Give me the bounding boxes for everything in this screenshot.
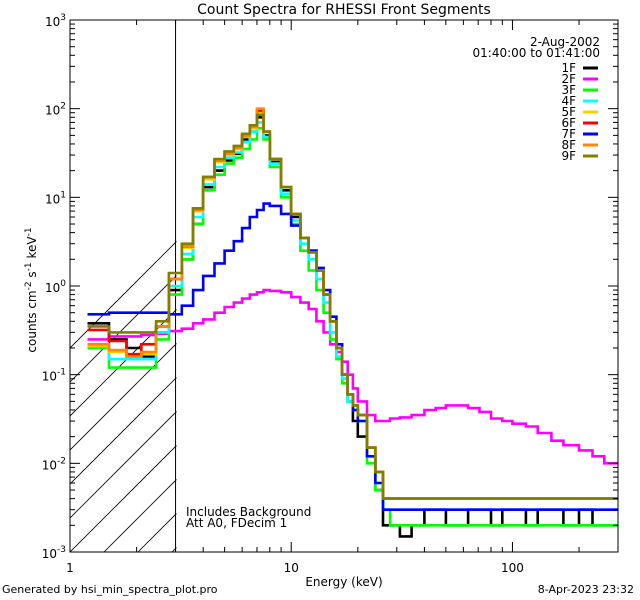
legend-label-5F: 5F bbox=[561, 105, 576, 119]
x-axis-label: Energy (keV) bbox=[305, 575, 382, 589]
series-6F bbox=[87, 109, 618, 500]
y-tick-label: 10-2 bbox=[42, 456, 66, 472]
series-5F bbox=[87, 111, 618, 500]
hatch-line bbox=[70, 274, 177, 383]
axis-ticks bbox=[69, 20, 619, 553]
hatch-line bbox=[70, 376, 177, 485]
y-tick-label: 100 bbox=[45, 279, 66, 295]
hatch-line bbox=[376, 20, 640, 552]
hatch-line bbox=[410, 20, 640, 552]
series-9F bbox=[87, 113, 618, 500]
legend-label-6F: 6F bbox=[561, 116, 576, 130]
footer-generated: Generated by hsi_min_spectra_plot.pro bbox=[2, 583, 218, 596]
hatch-line bbox=[103, 478, 177, 552]
excluded-region-hatch bbox=[70, 20, 640, 552]
y-tick-label: 101 bbox=[45, 190, 66, 206]
hatch-line bbox=[70, 240, 177, 349]
hatch-line bbox=[512, 20, 640, 552]
annotation-background: Includes Background bbox=[186, 505, 311, 519]
series-2F bbox=[87, 288, 618, 465]
x-tick-label: 100 bbox=[501, 561, 524, 575]
y-tick-label: 10-1 bbox=[42, 368, 66, 384]
legend-label-4F: 4F bbox=[561, 94, 576, 108]
annotation-attenuator: Att A0, FDecim 1 bbox=[186, 516, 287, 530]
time-range-label: 01:40:00 to 01:41:00 bbox=[473, 46, 600, 60]
footer-timestamp: 8-Apr-2023 23:32 bbox=[537, 583, 634, 596]
hatch-line bbox=[240, 20, 640, 552]
legend-label-9F: 9F bbox=[561, 149, 576, 163]
series-4F bbox=[87, 121, 618, 511]
x-tick-label: 10 bbox=[284, 561, 299, 575]
chart-title: Count Spectra for RHESSI Front Segments bbox=[197, 2, 491, 18]
legend-label-3F: 3F bbox=[561, 83, 576, 97]
hatch-line bbox=[70, 410, 177, 519]
y-tick-label: 10-3 bbox=[42, 545, 66, 561]
y-tick-labels: 10-3 10-2 10-1 100 101 102 103 bbox=[42, 13, 67, 561]
legend-label-7F: 7F bbox=[561, 127, 576, 141]
legend-label-1F: 1F bbox=[561, 61, 576, 75]
y-axis-label: counts cm-2 s-1 keV-1 bbox=[24, 227, 39, 352]
plot-frame bbox=[69, 19, 619, 553]
legend-label-8F: 8F bbox=[561, 138, 576, 152]
x-tick-labels: 1 10 100 bbox=[66, 561, 524, 575]
y-tick-label: 103 bbox=[45, 13, 66, 29]
legend-label-2F: 2F bbox=[561, 72, 576, 86]
date-label: 2-Aug-2002 bbox=[530, 35, 600, 49]
series-8F bbox=[87, 107, 618, 500]
y-tick-label: 102 bbox=[45, 102, 66, 118]
series-group bbox=[87, 107, 618, 538]
hatch-line bbox=[70, 444, 177, 552]
x-tick-label: 1 bbox=[66, 561, 74, 575]
series-7F bbox=[87, 202, 618, 511]
